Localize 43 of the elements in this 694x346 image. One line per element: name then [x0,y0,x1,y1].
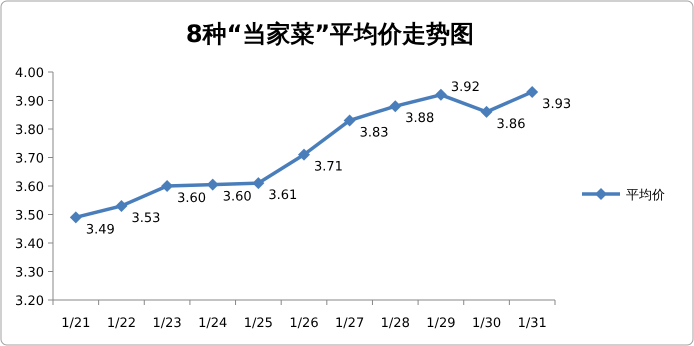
point [344,114,356,126]
y-tick-label: 3.20 [15,294,44,309]
y-tick-label: 3.50 [15,208,44,224]
x-tick-label: 1/24 [198,316,228,331]
data-label: 3.53 [131,210,160,226]
point [298,148,310,161]
x-tick-label: 1/30 [472,316,502,331]
data-label: 3.60 [222,190,252,205]
y-tick-label: 4.00 [15,66,44,81]
legend-label: 平均价 [626,188,665,203]
data-label: 3.93 [542,96,572,112]
point [115,200,128,212]
point [252,177,264,190]
point [206,178,219,191]
data-label: 3.61 [268,188,298,204]
point [389,100,402,112]
x-tick-label: 1/25 [244,316,273,331]
y-tick-label: 3.40 [15,237,44,252]
y-tick-label: 3.30 [15,266,44,280]
x-tick-label: 1/23 [152,316,182,331]
y-tick-label: 3.70 [15,152,44,166]
data-label: 3.71 [314,160,343,175]
x-tick-label: 1/29 [426,316,456,331]
x-tick-label: 1/26 [289,316,319,331]
data-label: 3.60 [177,191,206,206]
point [70,211,82,224]
x-tick-label: 1/22 [106,316,136,331]
point [434,88,447,101]
data-label: 3.86 [496,116,526,132]
data-label: 3.49 [86,222,115,238]
data-label: 3.88 [405,111,434,126]
y-tick-label: 3.80 [15,123,44,138]
y-tick-label: 3.60 [15,180,44,195]
y-tick-label: 3.90 [15,94,44,110]
data-label: 3.92 [450,80,480,95]
point [526,86,538,98]
x-tick-label: 1/21 [61,316,90,331]
data-label: 3.83 [360,125,389,140]
x-tick-label: 1/31 [518,316,547,331]
x-tick-label: 1/27 [335,316,364,331]
chart-title: 8种“当家菜”平均价走势图 [186,20,474,48]
x-tick-label: 1/28 [380,316,410,331]
point [480,106,493,118]
